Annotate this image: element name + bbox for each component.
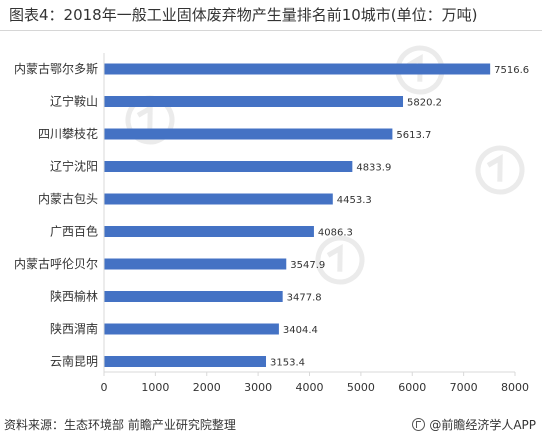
qianzhan-logo-icon	[412, 418, 426, 431]
bar	[104, 161, 353, 172]
data-label: 5613.7	[396, 130, 431, 141]
bar	[104, 291, 283, 302]
category-label: 广西百色	[50, 225, 98, 239]
x-tick-label: 4000	[296, 381, 324, 394]
category-label: 辽宁鞍山	[50, 94, 98, 109]
category-label: 陕西渭南	[50, 321, 98, 336]
x-tick-label: 3000	[244, 381, 272, 394]
category-label: 四川攀枝花	[38, 126, 98, 141]
bar	[104, 356, 267, 367]
bar	[104, 226, 314, 237]
x-tick-label: 0	[101, 381, 108, 394]
watermark-logo	[315, 235, 365, 285]
source-note: 资料来源：生态环境部 前瞻产业研究院整理	[4, 418, 236, 432]
data-label: 3477.8	[287, 293, 322, 304]
x-tick-label: 5000	[347, 381, 375, 394]
x-tick-label: 7000	[450, 381, 478, 394]
data-label: 4833.9	[356, 163, 391, 174]
bar	[104, 63, 491, 75]
category-label: 内蒙古包头	[38, 191, 98, 206]
brand-credit: @前瞻经济学人APP	[412, 416, 536, 433]
data-label: 3404.4	[283, 325, 318, 336]
bar	[104, 96, 404, 107]
data-label: 5820.2	[407, 98, 442, 109]
brand-label: @前瞻经济学人APP	[429, 418, 536, 432]
category-label: 辽宁沈阳	[50, 159, 98, 174]
data-label: 3153.4	[270, 358, 305, 369]
bar	[104, 193, 333, 205]
x-tick-label: 8000	[501, 381, 529, 394]
category-label: 陕西榆林	[50, 289, 98, 304]
x-tick-label: 2000	[193, 381, 221, 394]
chart-title: 图表4：2018年一般工业固体废弃物产生量排名前10城市(单位：万吨)	[9, 6, 478, 24]
data-label: 4453.3	[337, 195, 372, 206]
category-label: 内蒙古呼伦贝尔	[14, 256, 98, 271]
watermark-logo	[475, 145, 525, 195]
category-label: 内蒙古鄂尔多斯	[14, 61, 98, 76]
x-tick-label: 6000	[398, 381, 426, 394]
bar	[104, 323, 279, 335]
x-tick-label: 1000	[141, 381, 169, 394]
data-label: 4086.3	[318, 228, 353, 239]
title-divider	[0, 30, 542, 31]
category-label: 云南昆明	[50, 354, 98, 369]
bar	[104, 128, 393, 140]
data-label: 3547.9	[290, 260, 325, 271]
bar	[104, 258, 287, 270]
data-label: 7516.6	[494, 65, 529, 76]
